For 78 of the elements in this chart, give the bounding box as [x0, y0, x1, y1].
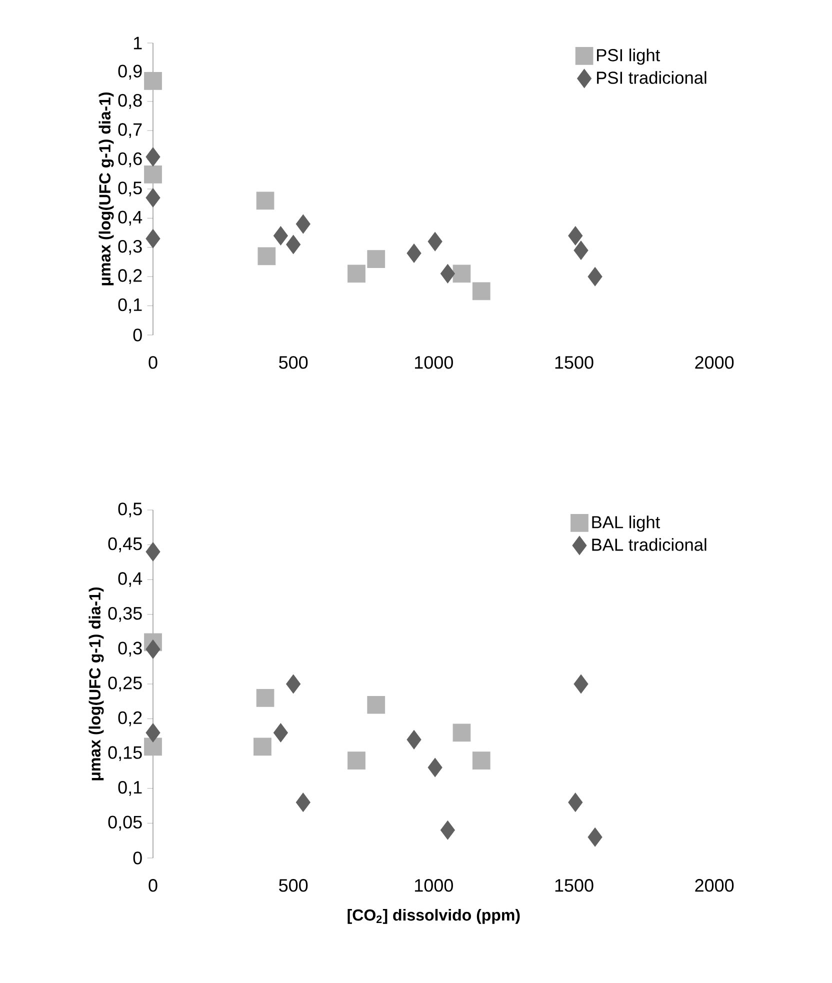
point: [256, 192, 274, 210]
point: [428, 232, 442, 252]
legend-label: BAL light: [592, 516, 660, 532]
point: [452, 264, 471, 283]
point: [440, 820, 455, 840]
x-tick-label: 0: [148, 879, 158, 892]
x-tick-label: 1500: [555, 356, 594, 369]
x-tick-label: 500: [279, 356, 308, 369]
point: [258, 247, 276, 266]
point: [256, 688, 274, 707]
point: [406, 244, 422, 263]
y-tick-label: 0,35: [108, 606, 142, 622]
point: [440, 264, 455, 284]
y-tick-label: 0,2: [118, 711, 142, 726]
x-tick-label: 1000: [415, 879, 453, 892]
point: [472, 752, 490, 770]
x-tick-label: 2000: [695, 879, 734, 892]
point: [146, 147, 160, 166]
point: [574, 674, 588, 694]
point: [144, 165, 162, 184]
point: [286, 674, 301, 694]
x-tick-label: 1500: [555, 879, 594, 892]
point: [406, 730, 422, 750]
y-tick-label: 0,25: [108, 676, 142, 692]
y-tick-label: 0,5: [118, 182, 142, 196]
y-tick-label: 0,6: [118, 152, 142, 168]
point: [568, 792, 583, 812]
y-tick-label: 0,8: [118, 94, 142, 109]
point: [348, 752, 366, 770]
point: [568, 226, 583, 246]
legend-label: BAL tradicional: [592, 538, 706, 551]
y-tick-label: 0,15: [108, 746, 142, 762]
point: [472, 282, 490, 300]
y-tick-label: 0: [133, 328, 142, 342]
point: [296, 792, 310, 812]
x-tick-label: 1000: [415, 356, 453, 369]
y-tick-label: 0,05: [108, 816, 142, 831]
point: [144, 72, 162, 90]
y-tick-label: 1: [134, 36, 142, 50]
x-tick-label: 2000: [695, 356, 734, 369]
point: [588, 828, 602, 847]
point: [367, 250, 386, 268]
legend-label: PSI tradicional: [597, 71, 706, 84]
y-tick-label: 0,3: [118, 240, 142, 255]
x-tick-label: 0: [148, 356, 158, 369]
y-axis-title: μmax (log(UFC g-1) dia-1): [98, 92, 114, 286]
point: [588, 266, 602, 286]
y-tick-label: 0: [133, 852, 142, 864]
y-tick-label: 0,9: [118, 64, 142, 80]
point: [296, 214, 310, 234]
point: [146, 723, 160, 742]
x-tick-label: 500: [279, 879, 308, 892]
point: [348, 264, 366, 283]
y-tick-label: 0,3: [118, 642, 142, 657]
point: [146, 229, 160, 248]
y-tick-label: 0,45: [108, 537, 142, 552]
point: [273, 723, 288, 742]
y-tick-label: 0,7: [118, 123, 142, 138]
point: [146, 542, 160, 562]
point: [146, 188, 160, 208]
y-tick-label: 0,2: [118, 269, 142, 284]
point: [452, 724, 471, 742]
point: [254, 738, 272, 756]
point: [574, 240, 588, 260]
point: [367, 696, 386, 714]
legend-label: PSI light: [597, 48, 660, 65]
point: [428, 758, 442, 778]
y-tick-label: 0,1: [118, 298, 142, 314]
y-tick-label: 0,1: [118, 780, 142, 796]
y-tick-label: 0,4: [118, 572, 142, 588]
point: [286, 234, 301, 254]
point: [146, 640, 160, 659]
y-tick-label: 0,5: [118, 502, 142, 518]
point: [273, 226, 288, 246]
point: [144, 738, 162, 756]
y-axis-title: μmax (log(UFC g-1) dia-1): [88, 587, 104, 780]
x-axis-title: [CO$_{2}$] dissolvido (ppm): [348, 908, 520, 924]
y-tick-label: 0,4: [118, 210, 142, 226]
